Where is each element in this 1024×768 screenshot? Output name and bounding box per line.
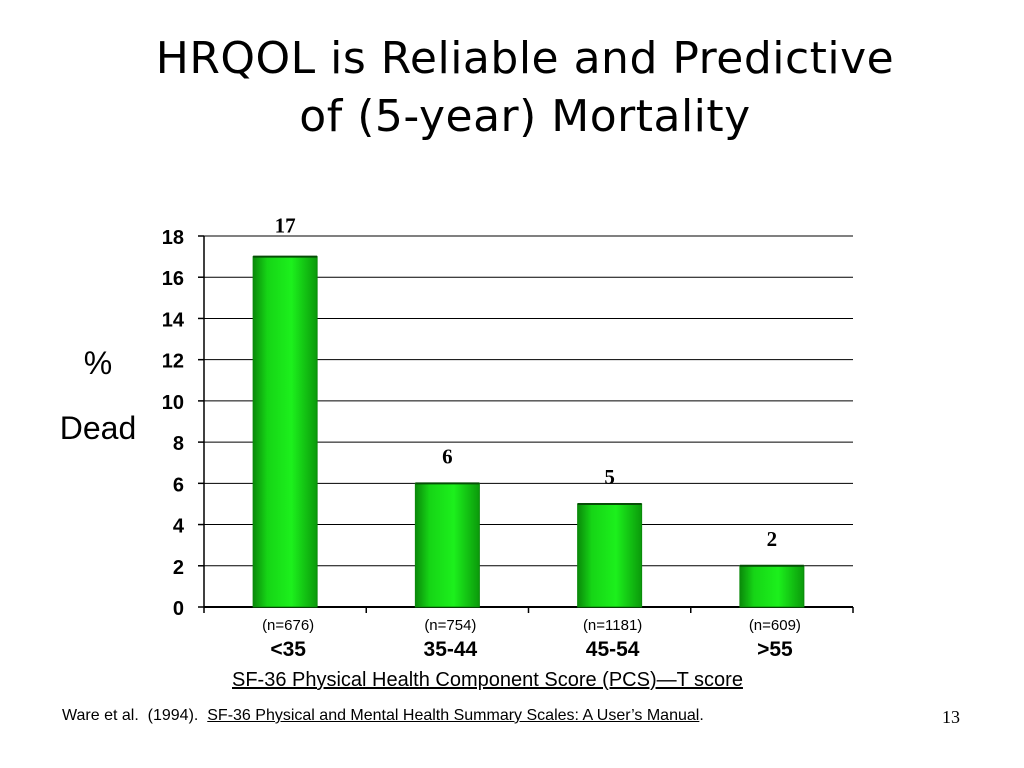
sample-size-label: (n=1181) (583, 617, 642, 634)
sample-size-label: (n=609) (749, 617, 801, 634)
y-tick-label: 2 (173, 557, 184, 579)
y-axis-label-dead: Dead (59, 410, 137, 446)
x-tick-label: 45-54 (586, 638, 640, 661)
x-axis-title: SF-36 Physical Health Component Score (P… (232, 669, 743, 691)
bar->55 (739, 565, 805, 608)
slide-title-line1: HRQOL is Reliable and Predictive (155, 33, 895, 84)
bar-<35 (252, 256, 318, 608)
data-label: 2 (767, 527, 778, 551)
y-tick-label: 4 (173, 516, 185, 538)
citation-year: (1994). (147, 707, 199, 724)
citation-authors: Ware et al. (62, 707, 139, 724)
data-label: 17 (275, 214, 296, 238)
y-tick-label: 18 (162, 227, 184, 249)
sample-size-label: (n=676) (262, 617, 314, 634)
citation: Ware et al. (1994). SF-36 Physical and M… (62, 707, 704, 725)
labels: 0 2 4 6 8 10 12 14 16 18 17 (n=676) <35 6 (n=754) 35-44… (162, 214, 801, 661)
data-label: 5 (604, 465, 615, 489)
sample-size-label: (n=754) (424, 617, 476, 634)
y-tick-label: 16 (162, 268, 184, 290)
y-tick-label: 14 (162, 309, 185, 331)
bar-45-54 (577, 503, 643, 608)
y-tick-label: 0 (173, 598, 184, 620)
slide-title-line2: of (5-year) Mortality (299, 91, 751, 142)
bars (252, 255, 805, 608)
x-tick-label: <35 (270, 638, 306, 661)
bar-35-44 (414, 482, 480, 608)
y-tick-label: 12 (162, 351, 184, 373)
citation-end: . (699, 707, 704, 724)
x-tick-label: 35-44 (424, 638, 478, 661)
slide-title: HRQOL is Reliable and Predictive of (5-y… (0, 30, 1024, 146)
slide-number: 13 (942, 707, 960, 727)
x-tick-label: >55 (757, 638, 793, 661)
data-label: 6 (442, 444, 453, 468)
y-tick-label: 6 (173, 474, 184, 496)
y-tick-label: 8 (173, 433, 184, 455)
y-tick-label: 10 (162, 392, 184, 414)
citation-book-title: SF-36 Physical and Mental Health Summary… (207, 707, 700, 724)
y-axis-label-percent: % (83, 345, 113, 381)
